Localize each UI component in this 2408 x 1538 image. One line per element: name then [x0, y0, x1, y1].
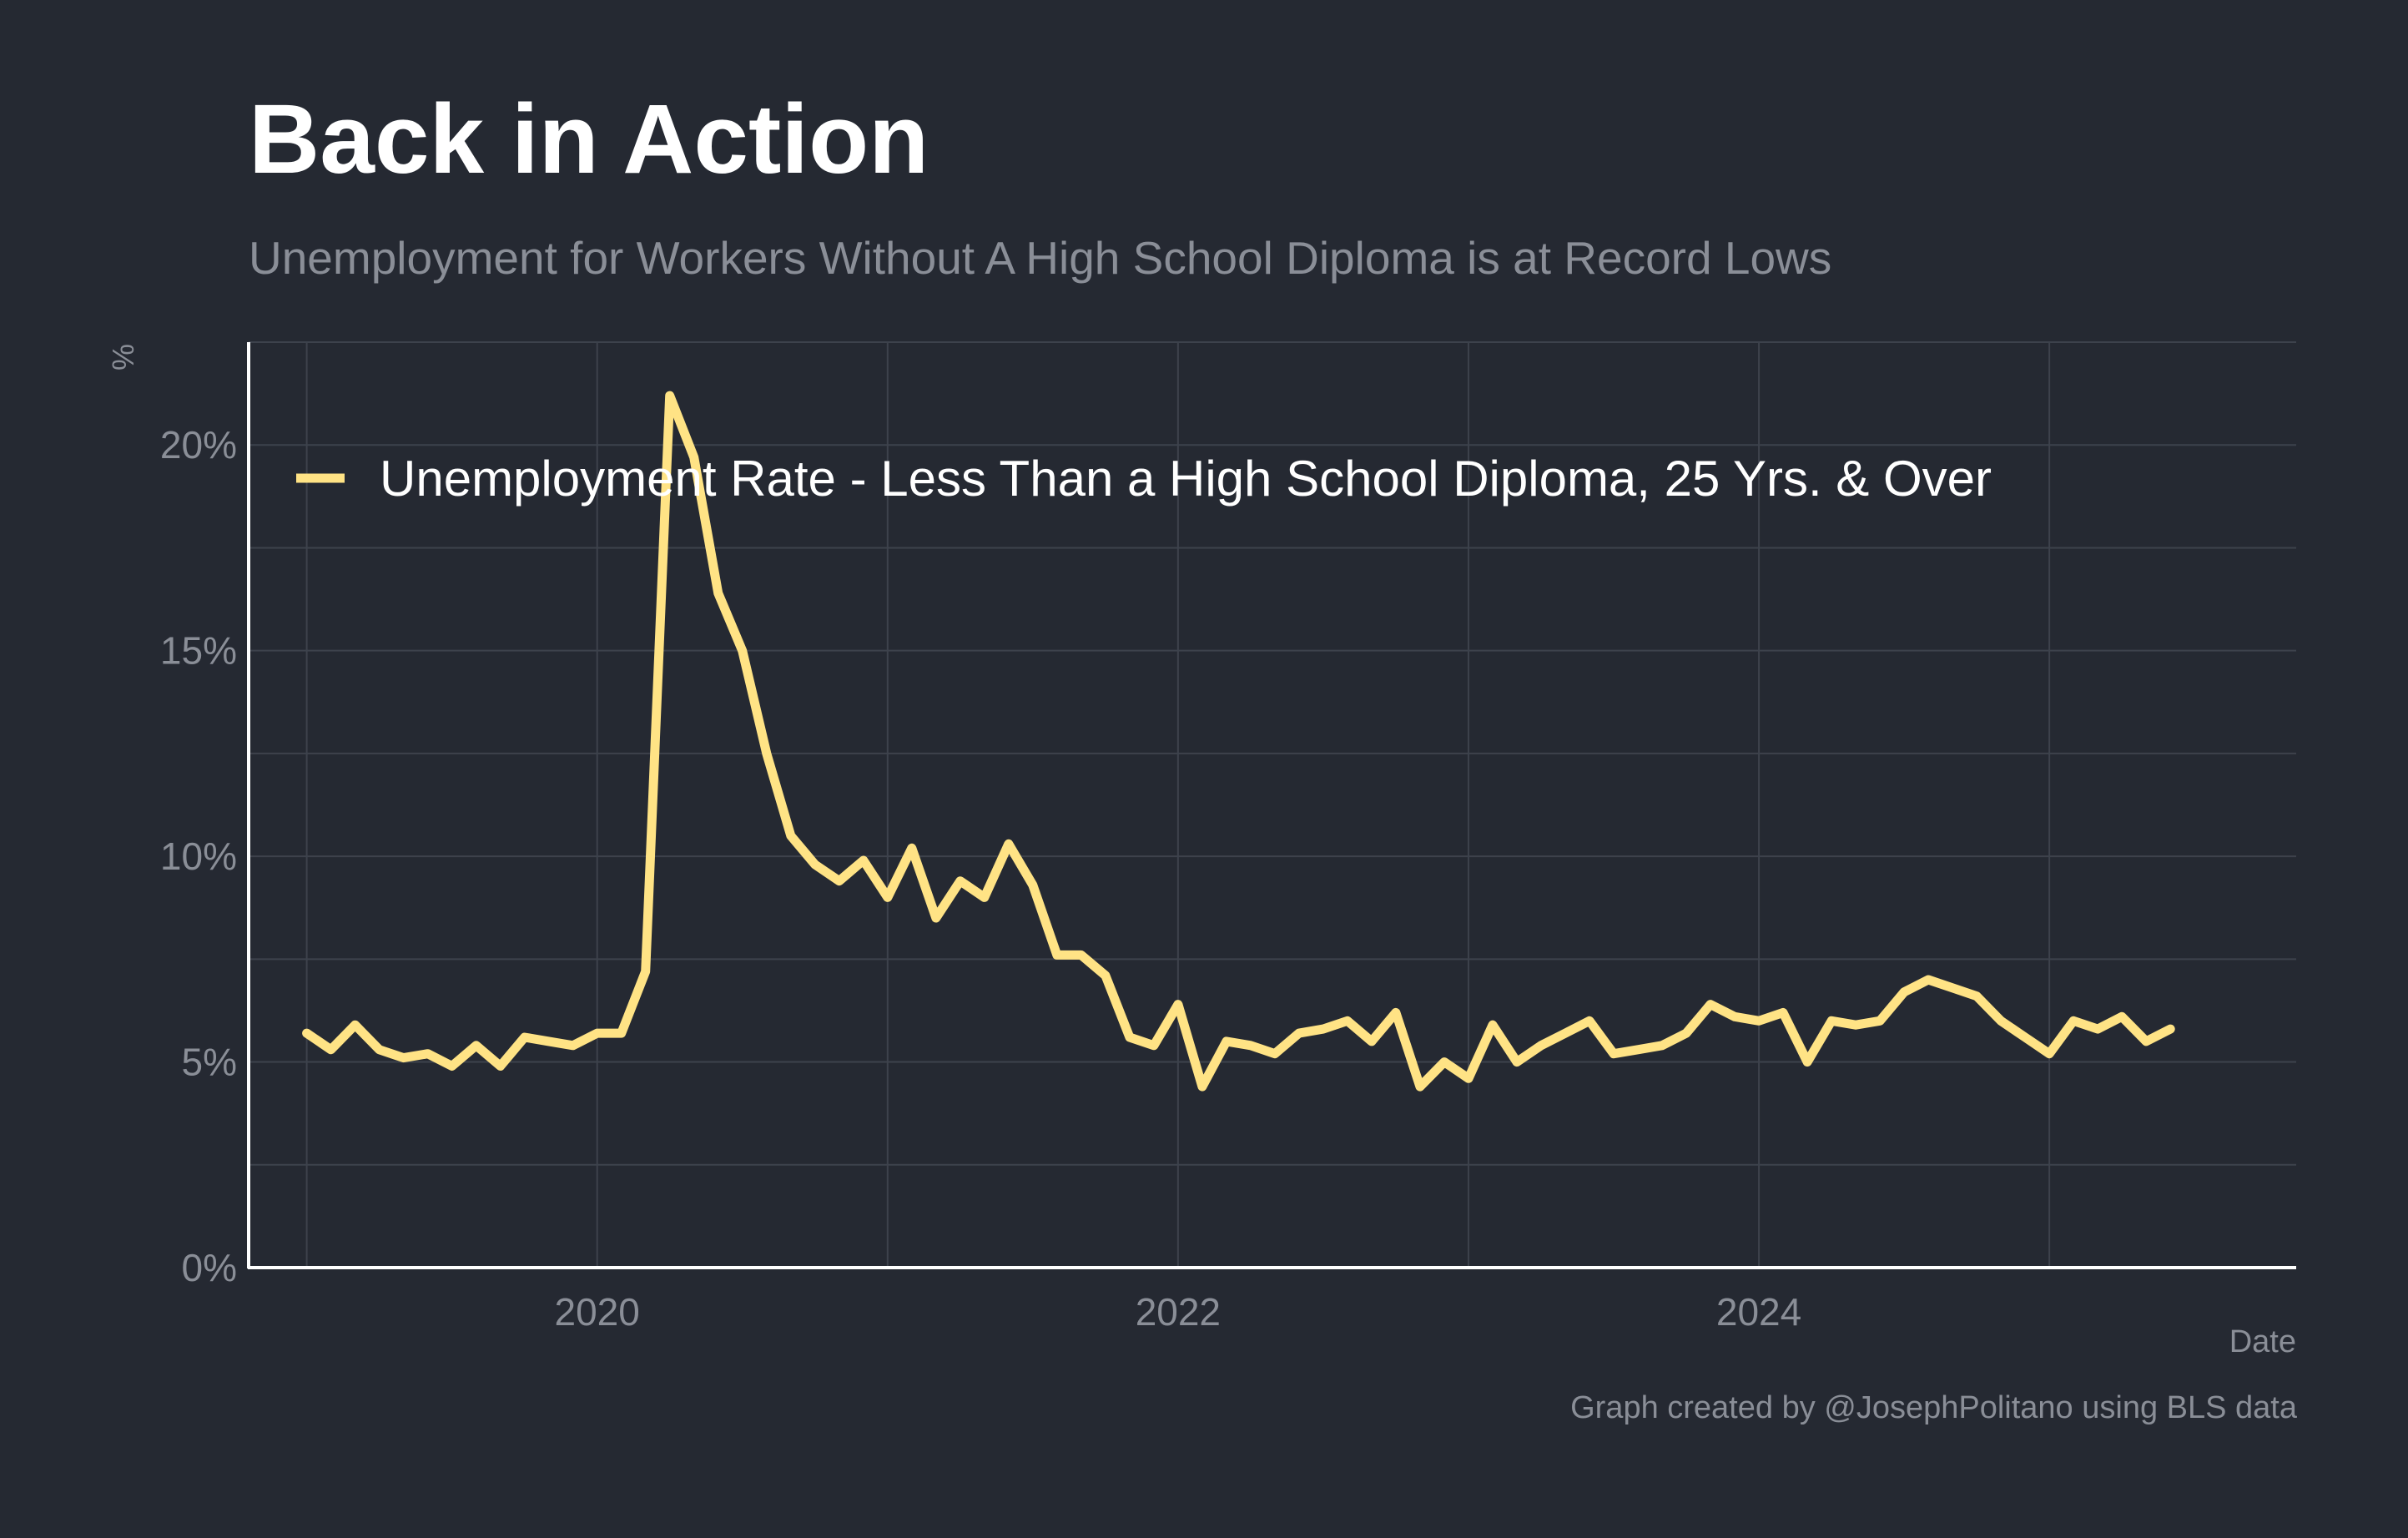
- legend: Unemployment Rate - Less Than a High Sch…: [296, 451, 1992, 507]
- chart-title: Back in Action: [249, 84, 929, 194]
- y-axis-label: %: [106, 344, 140, 371]
- series-line: [302, 391, 2175, 1092]
- y-tick-label: 15%: [160, 629, 237, 673]
- chart-subtitle: Unemployment for Workers Without A High …: [249, 232, 1832, 284]
- y-tick-label: 10%: [160, 835, 237, 878]
- axes: [247, 342, 2296, 1269]
- series-lines: [302, 391, 2175, 1092]
- y-tick-labels: 0% 5% 10% 15% 20%: [160, 423, 237, 1289]
- source-caption: Graph created by @JosephPolitano using B…: [1570, 1390, 2297, 1425]
- x-tick-labels: 2020 2022 2024: [555, 1290, 1802, 1334]
- y-tick-label: 0%: [182, 1246, 237, 1289]
- legend-label: Unemployment Rate - Less Than a High Sch…: [380, 451, 1992, 507]
- x-tick-label: 2020: [555, 1290, 640, 1334]
- grid-lines: [249, 341, 2296, 1268]
- x-tick-label: 2024: [1716, 1290, 1801, 1334]
- y-tick-label: 20%: [160, 423, 237, 466]
- y-tick-label: 5%: [182, 1041, 237, 1084]
- x-tick-label: 2022: [1136, 1290, 1221, 1334]
- x-axis-label: Date: [2229, 1324, 2296, 1359]
